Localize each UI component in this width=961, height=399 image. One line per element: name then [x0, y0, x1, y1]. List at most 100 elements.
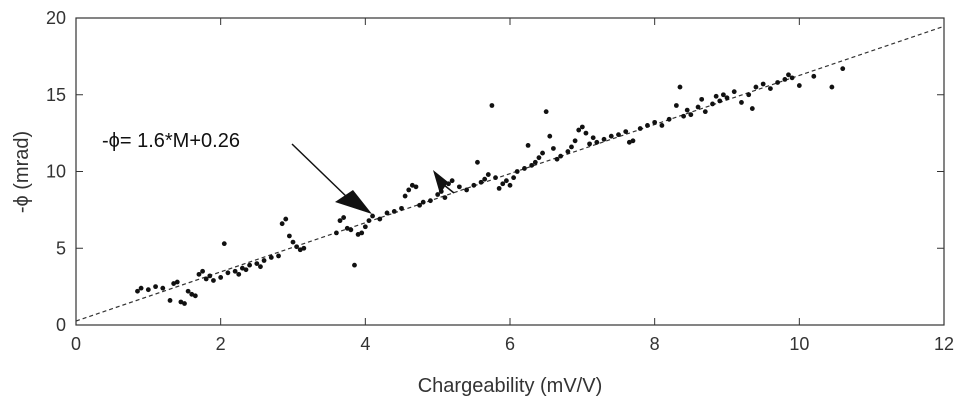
data-point — [178, 299, 184, 305]
x-tick-label: 2 — [216, 334, 226, 354]
data-point — [370, 213, 375, 219]
data-point — [583, 130, 589, 136]
x-tick-label: 4 — [360, 334, 370, 354]
data-point — [391, 209, 397, 214]
data-point — [377, 216, 383, 222]
data-point — [616, 132, 621, 138]
data-point — [688, 112, 694, 118]
data-point — [145, 287, 151, 293]
data-point — [471, 182, 477, 188]
data-point — [160, 285, 166, 291]
data-point — [174, 279, 180, 285]
regression-line — [75, 25, 945, 322]
data-point — [637, 126, 643, 131]
data-point — [276, 253, 281, 259]
annotation-arrow — [291, 143, 372, 214]
data-point — [239, 265, 245, 271]
data-point — [514, 169, 520, 174]
data-point — [782, 77, 788, 82]
data-point — [348, 227, 354, 233]
data-point — [525, 143, 531, 148]
data-point — [681, 113, 686, 119]
data-point — [294, 244, 300, 250]
data-point — [268, 255, 274, 260]
data-point — [192, 293, 198, 299]
data-point — [829, 84, 835, 90]
data-point — [547, 133, 553, 139]
data-point — [760, 81, 766, 87]
data-point — [626, 139, 632, 145]
data-point — [724, 95, 730, 101]
y-tick-label: 0 — [56, 315, 66, 335]
data-point — [796, 83, 802, 88]
data-point — [153, 284, 158, 290]
data-point — [789, 75, 795, 81]
data-point — [529, 162, 535, 168]
data-point — [478, 179, 484, 185]
data-point — [749, 106, 755, 111]
data-point — [297, 247, 303, 253]
data-point — [283, 216, 289, 222]
data-point — [362, 224, 368, 230]
data-point — [417, 202, 422, 208]
data-point — [167, 298, 173, 303]
data-point — [225, 270, 231, 276]
fit-equation-label: -ϕ= 1.6*M+0.26 — [102, 130, 240, 152]
data-point — [645, 123, 650, 128]
data-point — [420, 199, 426, 205]
data-point — [428, 198, 433, 204]
data-point — [337, 218, 343, 224]
data-point — [254, 261, 260, 266]
data-point — [558, 153, 564, 159]
data-point — [536, 155, 542, 161]
data-point — [456, 184, 462, 190]
data-point — [236, 271, 242, 277]
data-point — [666, 116, 672, 122]
data-point — [652, 119, 658, 125]
x-tick-label: 6 — [505, 334, 515, 354]
data-point — [449, 178, 455, 184]
data-point — [261, 258, 267, 263]
data-point — [522, 166, 527, 171]
data-point — [503, 178, 509, 184]
data-point — [540, 150, 545, 156]
x-tick-label: 8 — [650, 334, 660, 354]
data-point — [482, 176, 488, 182]
data-point — [366, 218, 372, 224]
data-point — [413, 184, 419, 190]
data-point — [290, 239, 296, 245]
x-axis-label: Chargeability (mV/V) — [418, 375, 603, 397]
data-point — [695, 104, 701, 110]
axis-ticks — [75, 17, 945, 326]
data-point — [717, 98, 723, 104]
data-point — [182, 301, 187, 306]
data-point — [673, 103, 679, 108]
data-point — [507, 182, 513, 188]
data-point — [702, 109, 708, 115]
y-tick-label: 10 — [46, 162, 66, 182]
data-point — [355, 232, 361, 237]
data-point — [623, 129, 629, 134]
data-point — [710, 101, 715, 107]
data-point — [207, 273, 213, 279]
data-point — [334, 230, 339, 236]
data-point — [435, 192, 441, 197]
data-point — [301, 245, 307, 251]
data-points — [135, 66, 846, 306]
data-point — [286, 233, 292, 239]
data-point — [840, 66, 846, 72]
data-point — [399, 205, 404, 211]
data-point — [677, 84, 683, 90]
data-point — [442, 195, 448, 200]
data-point — [341, 215, 347, 220]
data-point — [543, 109, 549, 115]
data-point — [211, 278, 216, 283]
data-point — [384, 210, 390, 216]
x-tick-label: 0 — [71, 334, 81, 354]
data-point — [475, 159, 480, 165]
data-point — [243, 267, 249, 273]
data-point — [554, 156, 560, 162]
data-point — [258, 264, 263, 270]
data-point — [811, 73, 817, 79]
